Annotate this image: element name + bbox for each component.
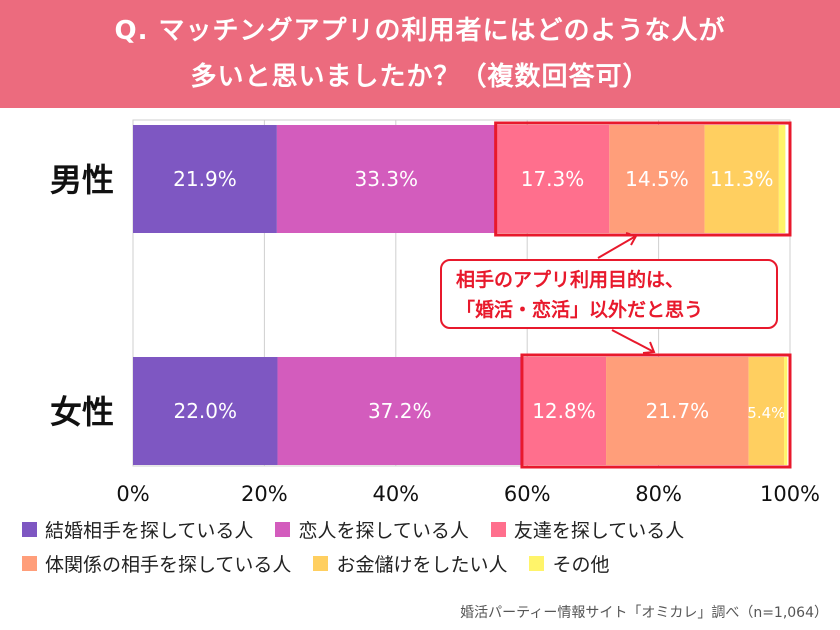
bar-segment xyxy=(495,125,610,233)
legend-label: 体関係の相手を探している人 xyxy=(45,553,292,576)
legend-item: その他 xyxy=(529,552,610,576)
legend-label: お金儲けをしたい人 xyxy=(336,553,508,576)
x-tick-label: 60% xyxy=(504,482,551,506)
category-label: 男性 xyxy=(50,161,114,199)
callout-arrow-line xyxy=(597,235,637,259)
legend: 結婚相手を探している人 恋人を探している人 友達を探している人 体関係の相手を探… xyxy=(22,518,832,576)
bar-segment xyxy=(133,357,278,465)
data-label: 17.3% xyxy=(521,167,585,191)
bar-segment xyxy=(609,125,705,233)
callout-arrowhead xyxy=(642,341,656,354)
x-tick-label: 80% xyxy=(635,482,682,506)
legend-swatch xyxy=(22,521,37,537)
category-label: 女性 xyxy=(50,393,114,431)
legend-label: その他 xyxy=(552,553,610,576)
x-tick-label: 20% xyxy=(241,482,288,506)
stacked-bar-chart: 21.9% 33.3% 17.3% 14.5% 11.3% 男性 22.0% 37.2% 12.… xyxy=(50,119,820,506)
legend-swatch xyxy=(313,555,329,571)
legend-label: 恋人を探している人 xyxy=(298,519,469,542)
legend-label: 友達を探している人 xyxy=(513,519,685,542)
legend-swatch xyxy=(275,521,291,537)
legend-swatch xyxy=(22,555,37,571)
data-label: 12.8% xyxy=(532,399,596,423)
chart-title-line-2: 多いと思いましたか？（複数回答可） xyxy=(190,62,650,92)
callout-line-1: 相手のアプリ利用目的は、 xyxy=(456,269,685,291)
data-label: 14.5% xyxy=(625,167,689,191)
data-label: 33.3% xyxy=(355,167,419,191)
bar-segment xyxy=(748,357,785,465)
callout-box: 相手のアプリ利用目的は、 「婚活・恋活」以外だと思う xyxy=(440,259,778,329)
data-label: 11.3% xyxy=(710,167,774,191)
legend-label: 結婚相手を探している人 xyxy=(45,519,254,542)
legend-item: 友達を探している人 xyxy=(490,518,685,542)
legend-item: 結婚相手を探している人 xyxy=(22,518,254,542)
legend-item: 恋人を探している人 xyxy=(275,518,469,542)
source-note: 婚活パーティー情報サイト「オミカレ」調べ（n=1,064） xyxy=(460,605,828,621)
legend-swatch xyxy=(490,521,506,537)
bar-segment xyxy=(778,125,786,233)
data-label: 37.2% xyxy=(368,399,432,423)
callout-line-2: 「婚活・恋活」以外だと思う xyxy=(456,299,704,321)
x-tick-label: 0% xyxy=(116,482,149,506)
bar-segment xyxy=(606,357,749,465)
callout-arrowhead xyxy=(625,232,638,246)
bar-segment xyxy=(784,357,788,465)
title-banner: Q. マッチングアプリの利用者にはどのような人が 多いと思いましたか？（複数回答… xyxy=(0,0,840,108)
data-label: 5.4% xyxy=(747,404,785,422)
bar-segment xyxy=(276,125,496,233)
highlight-box xyxy=(520,353,792,469)
data-label: 22.0% xyxy=(173,399,237,423)
callout-arrow-line xyxy=(611,329,655,353)
bar-segment xyxy=(133,125,277,233)
data-label: 21.7% xyxy=(646,399,710,423)
x-tick-label: 100% xyxy=(760,482,820,506)
plot-frame xyxy=(132,119,791,467)
x-tick-label: 40% xyxy=(372,482,419,506)
bar-segment xyxy=(277,357,522,465)
chart-title-line-1: Q. マッチングアプリの利用者にはどのような人が xyxy=(114,16,726,46)
bar-segment xyxy=(521,357,607,465)
legend-swatch xyxy=(529,555,545,571)
bar-segment xyxy=(704,125,779,233)
data-label: 21.9% xyxy=(173,167,237,191)
legend-item: 体関係の相手を探している人 xyxy=(22,552,292,576)
highlight-box xyxy=(494,121,792,237)
legend-item: お金儲けをしたい人 xyxy=(313,552,508,576)
